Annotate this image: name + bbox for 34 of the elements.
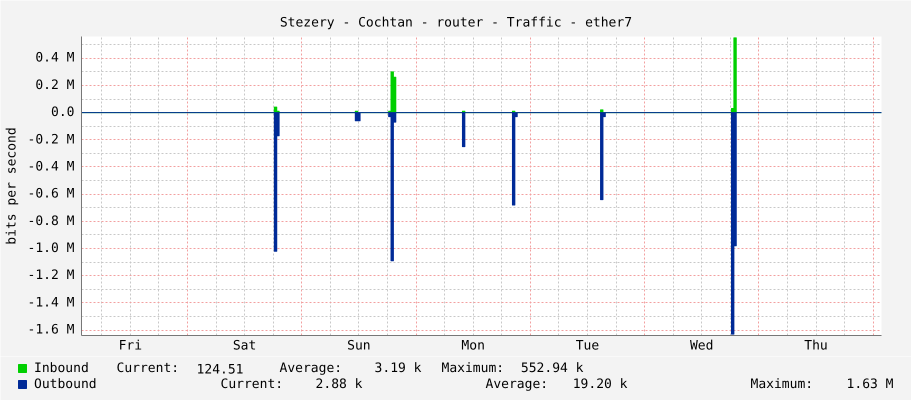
y-tick-label: -1.2 M	[28, 268, 75, 284]
text: Average:	[280, 361, 342, 376]
y-tick-label: 0.0	[51, 105, 75, 120]
text: 3.19 k	[374, 361, 422, 376]
x-tick-label: Fri	[118, 338, 142, 354]
y-tick-label: 0.2 M	[35, 78, 75, 93]
x-tick-label: Sat	[232, 338, 256, 354]
legend-label: Outbound	[34, 376, 97, 392]
y-tick-label: -1.0 M	[28, 241, 75, 256]
y-tick-label: -0.4 M	[28, 159, 75, 174]
y-tick-label: -1.4 M	[28, 295, 75, 310]
y-axis-title: bits per second	[4, 127, 20, 245]
y-tick-label: -0.8 M	[28, 214, 75, 229]
text: 552.94 k	[520, 361, 584, 376]
x-tick-label: Tue	[576, 338, 600, 354]
x-tick-label: Mon	[461, 338, 485, 354]
y-tick-label: -0.2 M	[28, 132, 75, 148]
text: Current:	[116, 361, 180, 376]
text: 124.51	[196, 362, 244, 378]
x-tick-label: Wed	[690, 338, 714, 354]
x-tick-label: Thu	[804, 338, 828, 354]
y-tick-label: 0.4 M	[35, 50, 75, 66]
legend-label: Inbound	[34, 360, 89, 376]
text: 19.20 k	[572, 377, 628, 392]
text: 2.88 k	[316, 377, 363, 392]
chart-title: Stezery - Cochtan - router - Traffic - ether7	[280, 16, 632, 30]
y-tick-label: -1.6 M	[28, 322, 75, 338]
y-tick-label: -0.6 M	[28, 186, 75, 202]
text: 1.63 M	[846, 377, 894, 392]
text: Average:	[486, 377, 548, 392]
text: Maximum:	[750, 377, 814, 392]
x-tick-label: Sun	[347, 338, 371, 354]
text: Current:	[220, 377, 284, 392]
text: Maximum:	[442, 361, 504, 376]
